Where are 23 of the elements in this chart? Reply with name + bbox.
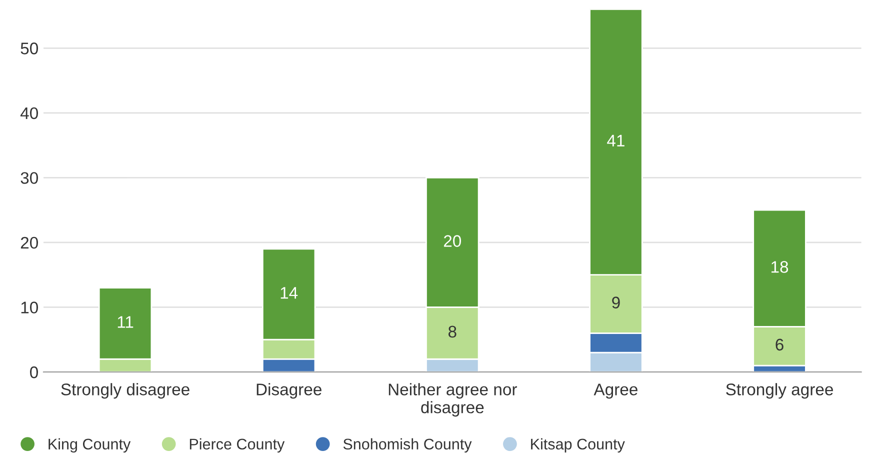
x-tick-label: Disagree	[256, 383, 322, 399]
x-tick-label: Agree	[594, 384, 638, 399]
legend-label: Pierce County	[190, 438, 285, 453]
data-label: 8	[448, 326, 456, 338]
legend-label: Snohomish County	[343, 438, 472, 453]
data-label: 6	[776, 338, 784, 351]
x-tick-label: Strongly disagree	[61, 383, 190, 399]
y-tick-label: 30	[20, 172, 38, 184]
data-label: 20	[444, 235, 462, 247]
y-tick-label: 0	[30, 366, 38, 378]
data-label: 9	[612, 296, 620, 308]
data-label: 18	[772, 261, 788, 273]
data-label: 41	[607, 134, 624, 146]
y-tick-label: 10	[21, 302, 38, 314]
data-label: 11	[118, 316, 134, 328]
legend-label: Kitsap County	[531, 438, 625, 453]
data-label: 14	[280, 287, 298, 299]
x-tick-label: Strongly agree	[726, 383, 833, 399]
y-tick-label: 40	[20, 107, 38, 120]
legend-label: King County	[48, 438, 131, 453]
x-tick-label: Neither agree nor disagree	[388, 383, 517, 417]
y-tick-label: 50	[20, 42, 38, 54]
y-tick-label: 20	[20, 236, 38, 249]
